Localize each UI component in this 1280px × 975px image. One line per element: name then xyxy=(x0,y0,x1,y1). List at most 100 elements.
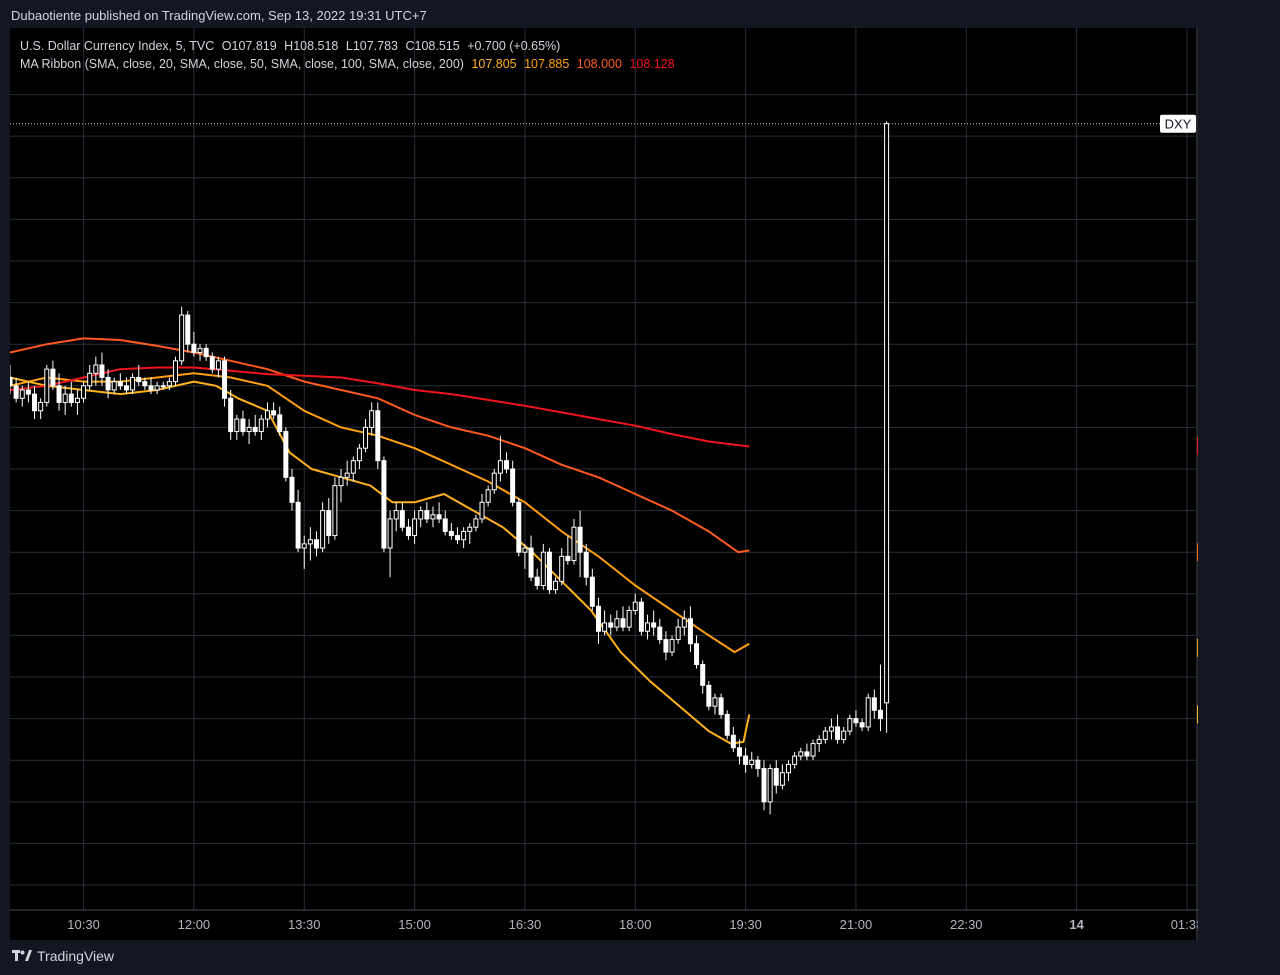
candle xyxy=(571,518,577,565)
candle-body xyxy=(528,547,534,578)
candle-body xyxy=(130,376,136,391)
candle xyxy=(19,385,25,407)
candle-body xyxy=(154,385,160,391)
ma-value-50: 107.885 xyxy=(524,57,570,71)
candle-body xyxy=(467,526,473,532)
candle-body xyxy=(540,551,546,586)
candle-body xyxy=(32,393,38,412)
candle xyxy=(154,381,160,395)
candle xyxy=(645,614,651,640)
indicator-name[interactable]: MA Ribbon (SMA, close, 20, SMA, close, 5… xyxy=(20,57,464,71)
candle-body xyxy=(804,751,810,757)
candle xyxy=(436,502,442,524)
symbol-name[interactable]: U.S. Dollar Currency Index, 5, TVC xyxy=(20,39,215,53)
candle xyxy=(289,469,295,511)
candle-body xyxy=(792,755,798,765)
candle-body xyxy=(74,397,80,403)
candle-body xyxy=(25,389,31,395)
candle-body xyxy=(589,576,595,607)
candle xyxy=(798,747,804,761)
candle-body xyxy=(344,472,350,478)
last-price-line-layer: DXY xyxy=(10,114,1196,133)
candle xyxy=(68,381,74,407)
candle-body xyxy=(412,518,418,537)
candle-body xyxy=(234,418,240,433)
candle xyxy=(56,373,62,411)
ohlc-high: H108.518 xyxy=(284,39,339,53)
candle xyxy=(418,506,424,528)
candle-body xyxy=(510,468,516,503)
candle-body xyxy=(203,347,209,358)
candle xyxy=(577,510,583,578)
candle-body xyxy=(675,626,681,641)
candle-body xyxy=(191,343,197,354)
candle-body xyxy=(356,447,362,462)
candle-body xyxy=(430,514,436,520)
candle xyxy=(473,514,479,532)
chart-frame[interactable]: DXY 108.550108.500108.450108.400108.3501… xyxy=(10,28,1198,940)
ma-price-badge xyxy=(1197,543,1198,562)
candle-body xyxy=(626,609,632,628)
time-tick-label: 18:00 xyxy=(619,917,652,932)
candle-body xyxy=(884,123,890,704)
candle xyxy=(448,523,454,540)
candle xyxy=(387,510,393,578)
candle xyxy=(393,502,399,532)
candle xyxy=(743,747,749,773)
time-tick-label: 16:30 xyxy=(509,917,542,932)
candle xyxy=(301,535,307,569)
candle xyxy=(375,402,381,469)
tradingview-logo[interactable]: TradingView xyxy=(12,948,114,964)
candle-body xyxy=(295,501,301,549)
candle-body xyxy=(10,376,13,387)
candle-body xyxy=(877,709,883,720)
candle xyxy=(50,360,56,390)
candle xyxy=(81,381,87,403)
candle xyxy=(412,510,418,544)
time-tick-label: 19:30 xyxy=(729,917,762,932)
candle-body xyxy=(363,426,369,449)
candle-body xyxy=(197,347,203,354)
candle xyxy=(240,410,246,436)
candle xyxy=(44,364,50,407)
candle-body xyxy=(448,530,454,537)
candle-body xyxy=(657,626,663,641)
candle-body xyxy=(442,518,448,532)
candle-body xyxy=(166,381,172,387)
chart-plot[interactable]: DXY 108.550108.500108.450108.400108.3501… xyxy=(10,28,1198,940)
candle-body xyxy=(571,526,577,562)
candle-body xyxy=(81,385,87,399)
candle xyxy=(136,364,142,386)
candle xyxy=(589,568,595,611)
candle xyxy=(381,456,387,553)
candle xyxy=(736,739,742,765)
candle xyxy=(657,618,663,644)
time-tick-label: 21:00 xyxy=(840,917,873,932)
candle-body xyxy=(209,356,215,370)
ma-line xyxy=(10,366,750,448)
candle-body xyxy=(240,418,246,433)
candle xyxy=(62,385,68,415)
candle-body xyxy=(546,551,552,591)
candle xyxy=(424,502,430,524)
candle-body xyxy=(700,664,706,686)
candle-body xyxy=(718,697,724,715)
candle-body xyxy=(19,389,25,399)
candle xyxy=(166,377,172,390)
candle-body xyxy=(602,622,608,632)
candle xyxy=(651,610,657,636)
candle-body xyxy=(424,510,430,520)
candle-body xyxy=(608,622,614,628)
symbol-tag-label: DXY xyxy=(1165,117,1192,132)
candle-body xyxy=(87,372,93,387)
candle xyxy=(142,377,148,390)
candle-body xyxy=(399,510,405,528)
candle-body xyxy=(822,730,828,740)
candle xyxy=(148,377,154,395)
candle xyxy=(816,735,822,752)
candle xyxy=(191,331,197,357)
publisher-line: Dubaotiente published on TradingView.com… xyxy=(11,8,427,23)
candle xyxy=(258,414,264,440)
candle-body xyxy=(160,385,166,388)
candle xyxy=(485,485,491,507)
